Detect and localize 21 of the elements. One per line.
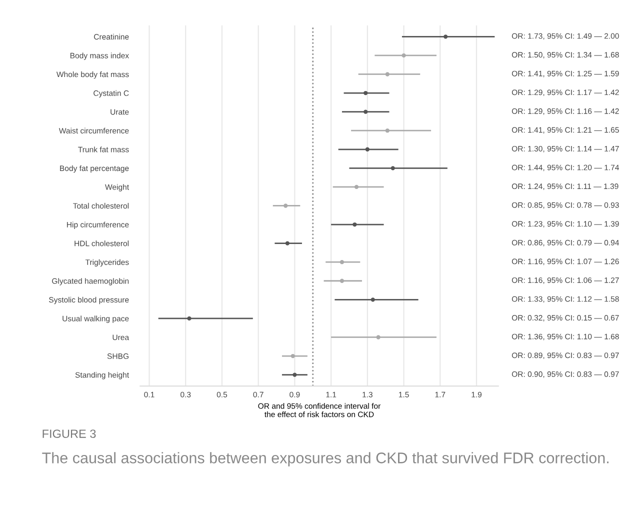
point xyxy=(390,166,395,170)
point xyxy=(364,90,368,96)
point xyxy=(292,372,297,377)
point xyxy=(402,53,406,58)
point xyxy=(340,260,344,264)
point xyxy=(364,110,368,114)
text: The causal associations between exposures and CKD that survived FDR correction. xyxy=(42,452,608,466)
point xyxy=(385,72,390,76)
point xyxy=(385,128,390,133)
point xyxy=(284,204,288,208)
point xyxy=(370,298,375,302)
caption: FIGURE 3 xyxy=(42,430,96,438)
point xyxy=(376,335,380,340)
point xyxy=(290,354,295,358)
point xyxy=(352,222,357,227)
point xyxy=(285,241,290,246)
point xyxy=(365,147,370,152)
point xyxy=(354,184,359,190)
point xyxy=(444,34,448,39)
point xyxy=(187,316,192,321)
point xyxy=(340,278,344,283)
